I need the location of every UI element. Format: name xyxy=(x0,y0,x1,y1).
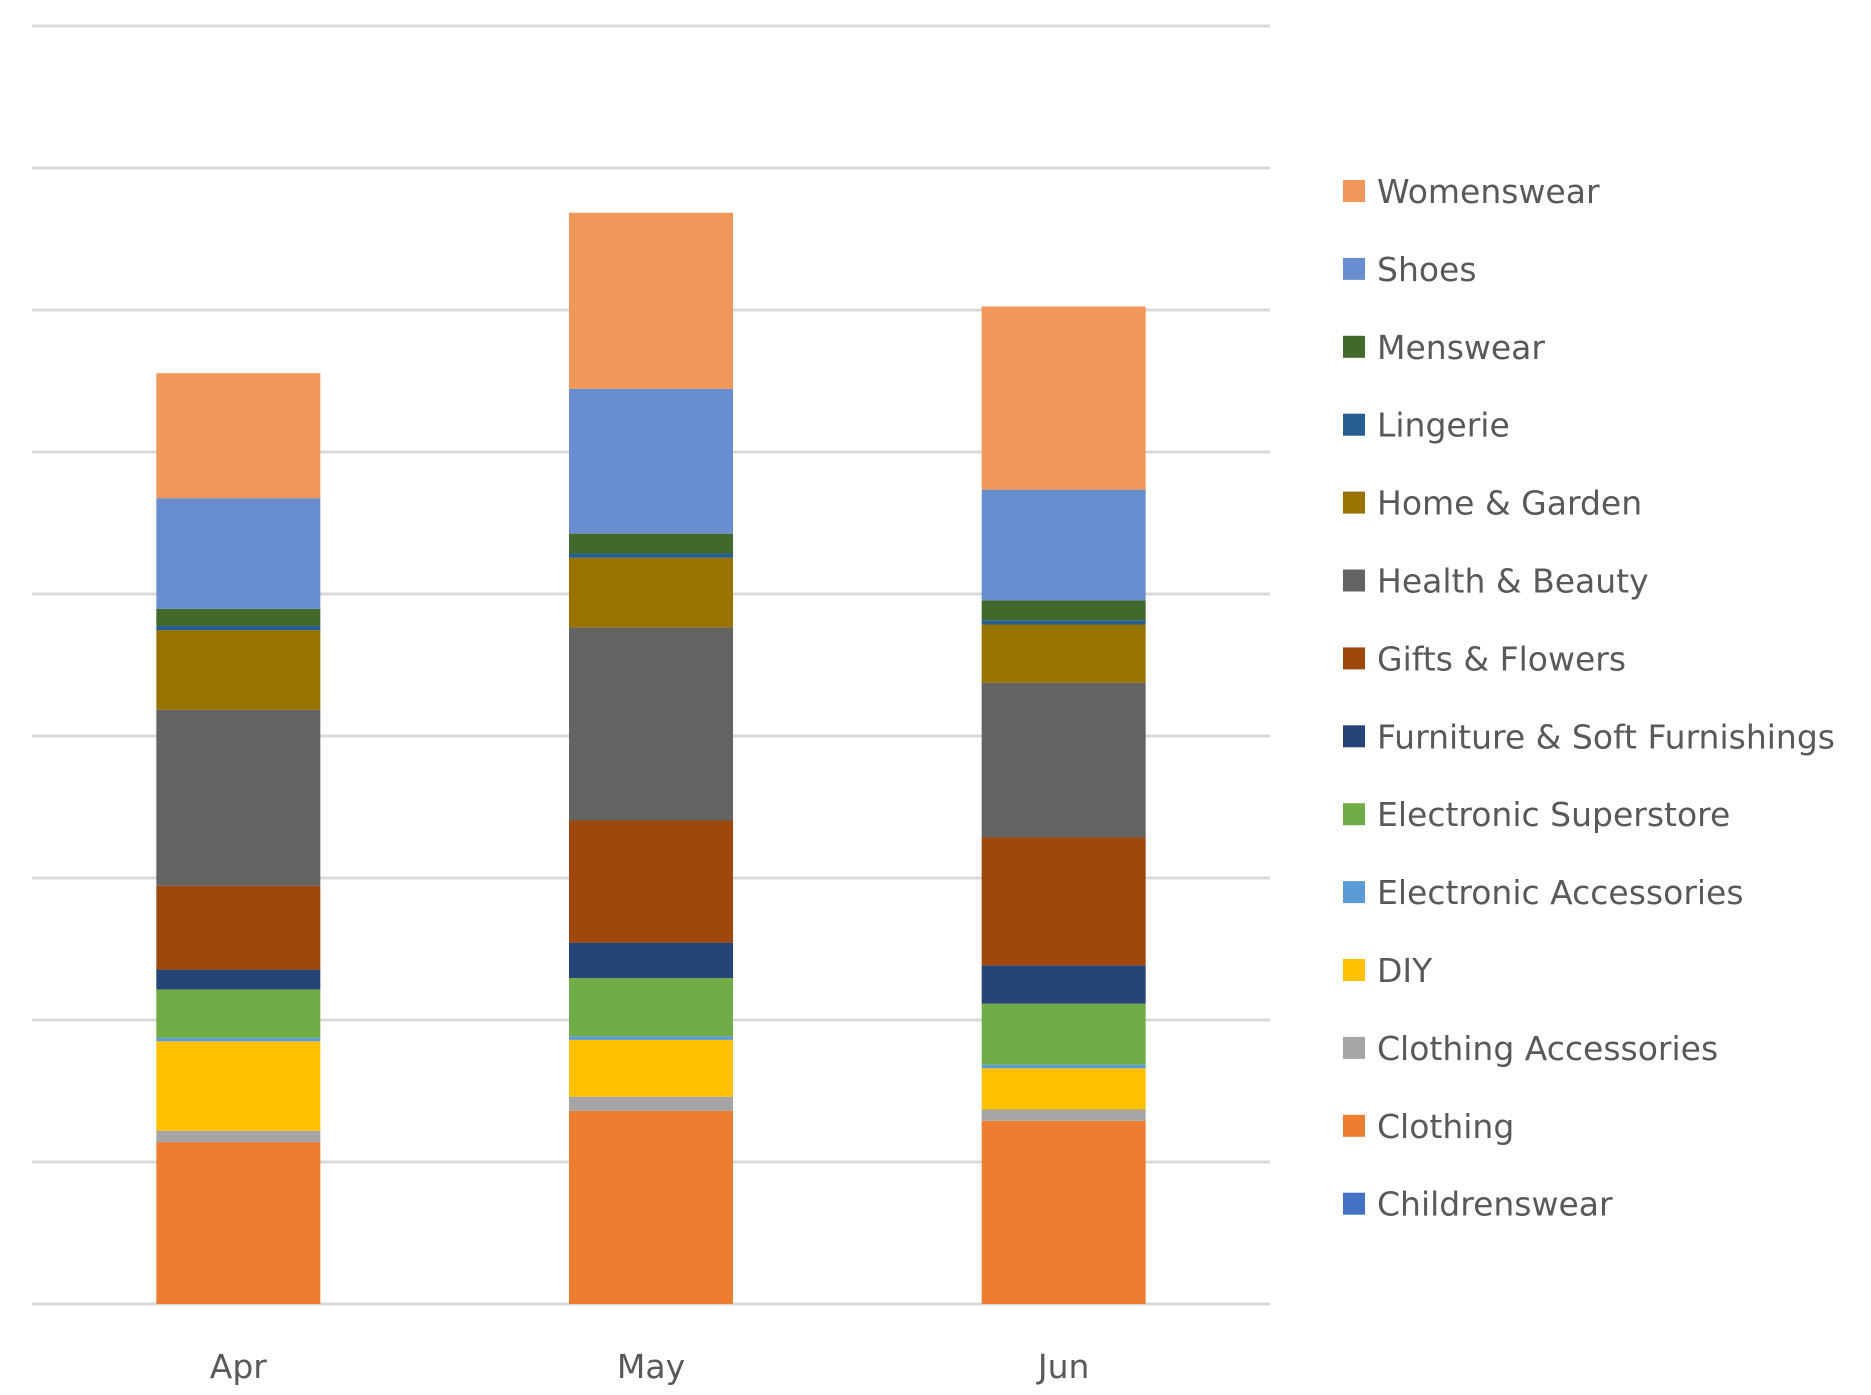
x-tick-label: May xyxy=(617,1347,685,1386)
legend-label: Gifts & Flowers xyxy=(1377,639,1626,678)
legend-item: Shoes xyxy=(1343,250,1477,289)
bar-segment-lingerie-may xyxy=(569,553,733,558)
legend-swatch xyxy=(1343,725,1365,748)
legend-label: Health & Beauty xyxy=(1377,562,1649,601)
legend-label: Furniture & Soft Furnishings xyxy=(1377,717,1835,756)
bar-segment-clothing-may xyxy=(569,1110,733,1304)
legend-label: Shoes xyxy=(1377,250,1477,289)
bar-segment-womenswear-apr xyxy=(156,373,321,499)
legend-item: Furniture & Soft Furnishings xyxy=(1343,717,1835,756)
legend-item: Childrenswear xyxy=(1343,1185,1613,1224)
legend: Womenswear Shoes Menswear Lingerie Home & Ga… xyxy=(1343,172,1835,1224)
legend-label: DIY xyxy=(1377,951,1433,990)
bar-segment-menswear-may xyxy=(569,533,733,554)
bar-segment-diy-jun xyxy=(981,1068,1146,1110)
bar-segment-clothing-accessories-may xyxy=(569,1096,733,1111)
legend-swatch xyxy=(1343,881,1365,904)
bar-segment-womenswear-jun xyxy=(981,306,1146,490)
legend-swatch xyxy=(1343,569,1365,592)
legend-swatch xyxy=(1343,491,1365,514)
legend-swatch xyxy=(1343,1036,1365,1059)
bar-segment-clothing-accessories-apr xyxy=(156,1130,321,1143)
legend-swatch xyxy=(1343,257,1365,280)
bar-segment-diy-apr xyxy=(156,1041,321,1131)
legend-label: Electronic Accessories xyxy=(1377,873,1744,912)
bars xyxy=(156,212,1146,1304)
legend-label: Home & Garden xyxy=(1377,484,1642,523)
legend-swatch xyxy=(1343,335,1365,358)
bar-segment-health-beauty-may xyxy=(569,627,733,821)
bar-segment-health-beauty-jun xyxy=(981,682,1146,838)
bar-segment-home-garden-jun xyxy=(981,624,1146,683)
legend-item: DIY xyxy=(1343,951,1433,990)
legend-item: Gifts & Flowers xyxy=(1343,639,1626,678)
legend-item: Electronic Superstore xyxy=(1343,795,1730,834)
bar-segment-gifts-flowers-jun xyxy=(981,837,1146,966)
bar-segment-clothing-apr xyxy=(156,1142,321,1304)
bar-segment-furniture-soft-furnishings-jun xyxy=(981,965,1146,1004)
legend-item: Womenswear xyxy=(1343,172,1600,211)
x-axis-labels: Apr May Jun xyxy=(210,1347,1090,1386)
bar-segment-gifts-flowers-may xyxy=(569,820,733,943)
legend-label: Womenswear xyxy=(1377,172,1600,211)
bar-segment-shoes-may xyxy=(569,388,733,534)
bar-segment-diy-may xyxy=(569,1039,733,1097)
bar-segment-shoes-apr xyxy=(156,498,321,609)
legend-label: Clothing Accessories xyxy=(1377,1029,1718,1068)
legend-swatch xyxy=(1343,959,1365,981)
bar-segment-electronic-superstore-jun xyxy=(981,1003,1146,1065)
legend-label: Lingerie xyxy=(1377,406,1510,445)
legend-swatch xyxy=(1343,180,1365,202)
legend-item: Menswear xyxy=(1343,328,1545,367)
x-tick-label: Jun xyxy=(1036,1347,1090,1386)
bar-segment-clothing-accessories-jun xyxy=(981,1109,1146,1121)
bar-segment-womenswear-may xyxy=(569,212,733,389)
bar-segment-electronic-superstore-may xyxy=(569,978,733,1037)
legend-item: Clothing Accessories xyxy=(1343,1029,1718,1068)
legend-label: Clothing xyxy=(1377,1107,1514,1146)
legend-swatch xyxy=(1343,413,1365,436)
legend-item: Clothing xyxy=(1343,1107,1514,1146)
bar-segment-gifts-flowers-apr xyxy=(156,885,321,970)
bar-segment-menswear-jun xyxy=(981,600,1146,621)
bar-segment-lingerie-jun xyxy=(981,620,1146,625)
legend-swatch xyxy=(1343,1192,1365,1215)
bar-segment-clothing-jun xyxy=(981,1120,1146,1304)
legend-label: Childrenswear xyxy=(1377,1185,1613,1224)
legend-item: Home & Garden xyxy=(1343,484,1642,523)
bar-segment-home-garden-may xyxy=(569,557,733,628)
bar-segment-furniture-soft-furnishings-may xyxy=(569,942,733,979)
bar-segment-menswear-apr xyxy=(156,608,321,626)
bar-segment-health-beauty-apr xyxy=(156,709,321,886)
legend-label: Electronic Superstore xyxy=(1377,795,1730,834)
bar-segment-electronic-accessories-may xyxy=(569,1036,733,1040)
legend-item: Electronic Accessories xyxy=(1343,873,1744,912)
legend-swatch xyxy=(1343,803,1365,826)
bar-segment-electronic-accessories-apr xyxy=(156,1037,321,1042)
bar-segment-lingerie-apr xyxy=(156,625,321,631)
legend-label: Menswear xyxy=(1377,328,1545,367)
bar-segment-shoes-jun xyxy=(981,489,1146,601)
bar-segment-furniture-soft-furnishings-apr xyxy=(156,969,321,990)
bar-segment-electronic-accessories-jun xyxy=(981,1064,1146,1069)
bar-segment-home-garden-apr xyxy=(156,630,321,710)
x-tick-label: Apr xyxy=(210,1347,268,1386)
legend-item: Lingerie xyxy=(1343,406,1510,445)
legend-swatch xyxy=(1343,1114,1365,1137)
legend-item: Health & Beauty xyxy=(1343,562,1649,601)
bar-segment-electronic-superstore-apr xyxy=(156,989,321,1038)
legend-swatch xyxy=(1343,647,1365,670)
